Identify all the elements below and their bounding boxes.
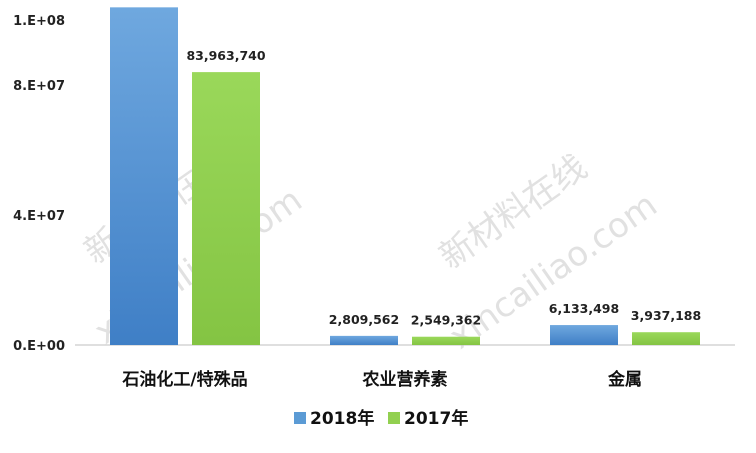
y-tick-label: 1.E+08 — [13, 14, 65, 29]
bar-2018-0 — [110, 7, 178, 346]
category-label: 金属 — [607, 369, 642, 390]
bar-2017-2 — [632, 332, 700, 345]
bar-2018-2 — [550, 325, 618, 345]
bars — [110, 7, 700, 346]
legend-label: 2017年 — [404, 408, 468, 429]
bar-2017-1 — [412, 336, 480, 345]
legend-swatch — [294, 412, 306, 424]
data-label: 2,549,362 — [411, 313, 481, 328]
category-labels: 石油化工/特殊品 农业营养素 金属 — [121, 369, 642, 390]
y-tick-label: 0.E+00 — [13, 339, 65, 354]
y-tick-label: 4.E+07 — [13, 209, 65, 224]
data-label: 83,963,740 — [186, 48, 265, 63]
data-label: 6,133,498 — [549, 301, 619, 316]
category-label: 农业营养素 — [362, 369, 448, 390]
category-label: 石油化工/特殊品 — [121, 369, 247, 390]
y-axis: 0.E+00 4.E+07 8.E+07 1.E+08 — [13, 14, 65, 354]
data-label: 3,937,188 — [631, 308, 701, 323]
legend-swatch — [388, 412, 400, 424]
legend-label: 2018年 — [310, 408, 374, 429]
legend: 2018年 2017年 — [294, 408, 468, 429]
data-labels: 103,895,50483,963,7402,809,5622,549,3626… — [186, 48, 701, 328]
y-tick-label: 8.E+07 — [13, 79, 65, 94]
bar-2017-0 — [192, 72, 260, 345]
bar-2018-1 — [330, 335, 398, 345]
data-label: 2,809,562 — [329, 312, 399, 327]
